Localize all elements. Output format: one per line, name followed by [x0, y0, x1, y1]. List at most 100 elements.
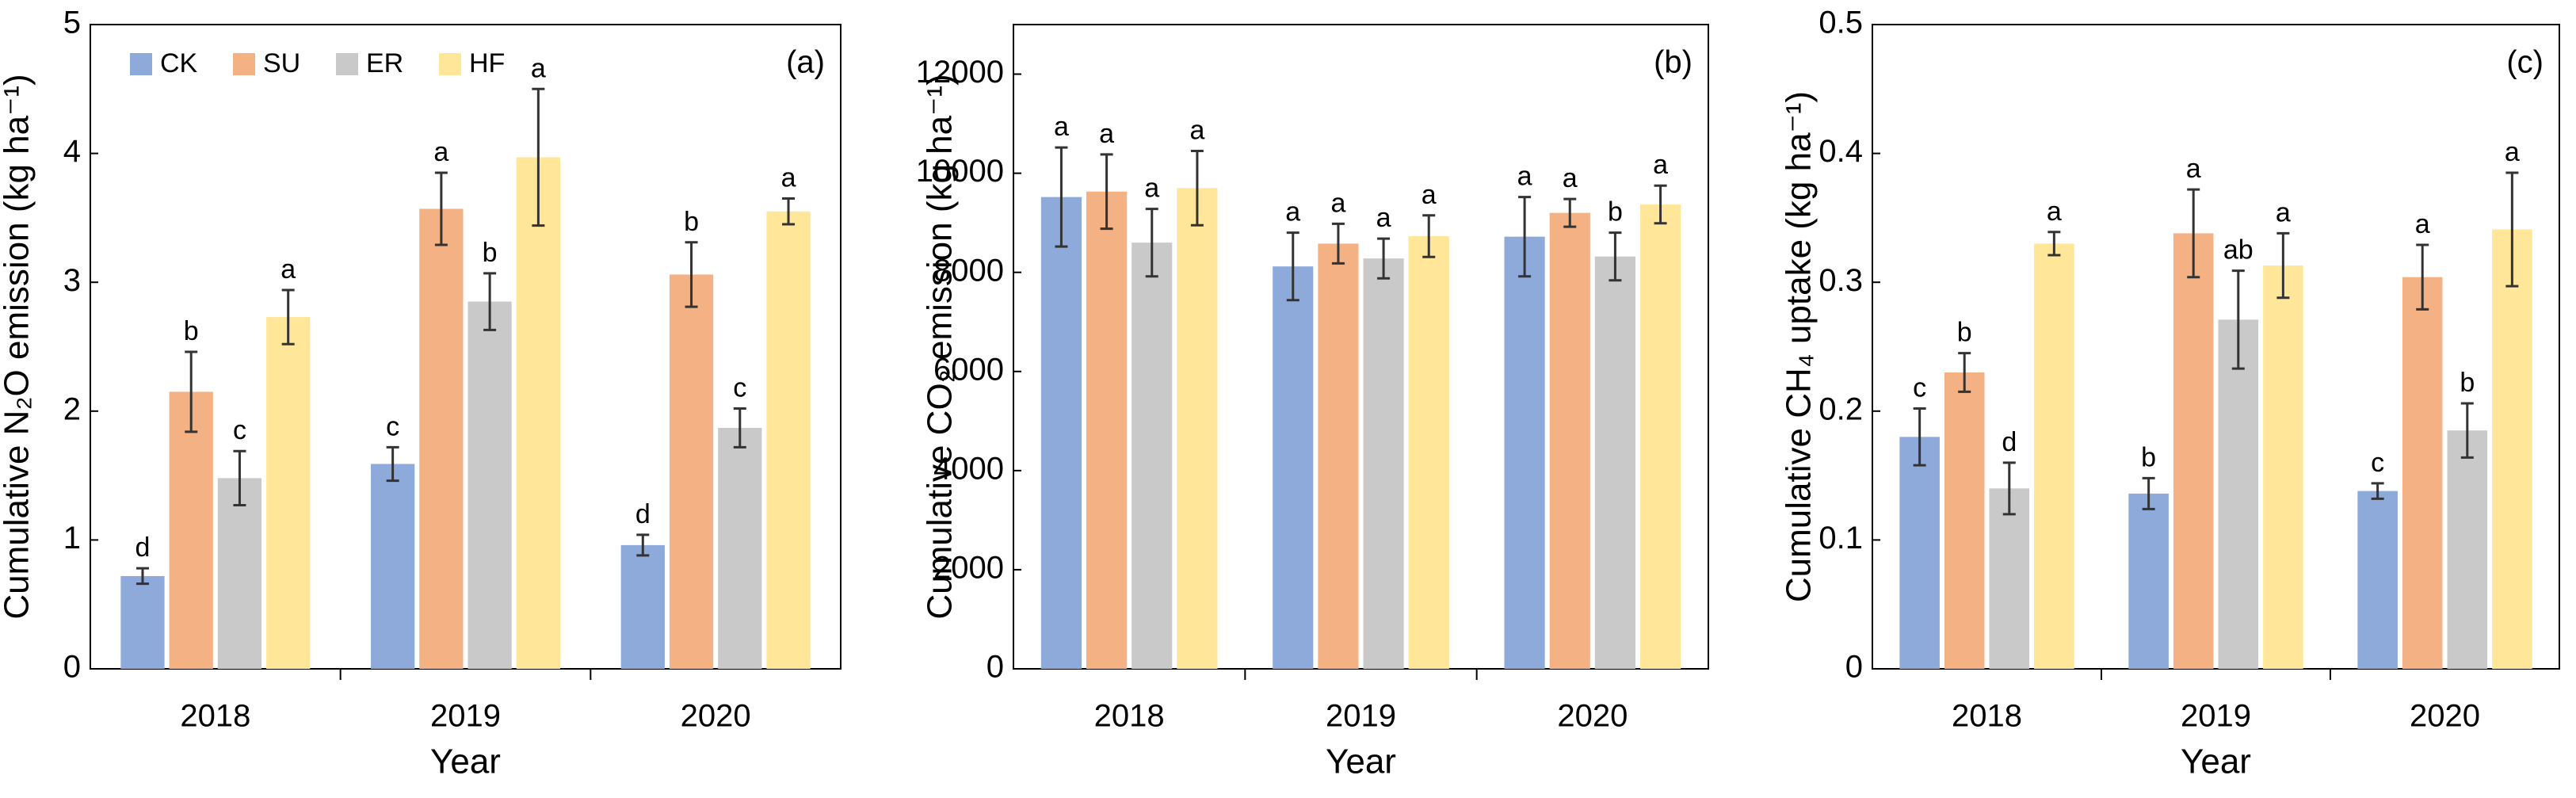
error-bar — [185, 350, 198, 433]
error-bar — [1145, 208, 1158, 278]
y-tick-label: 6000 — [933, 352, 1004, 387]
significance-letter: a — [531, 53, 546, 83]
y-axis-title: Cumulative CO₂ emission (kg ha⁻¹) — [921, 74, 960, 619]
error-bar — [1958, 352, 1971, 393]
bar — [2173, 233, 2214, 669]
legend-label: HF — [469, 48, 505, 78]
y-tick-label: 4 — [63, 134, 81, 169]
significance-letter: a — [280, 254, 296, 284]
significance-letter: a — [1285, 197, 1300, 227]
significance-letter: c — [386, 411, 399, 441]
legend-swatch — [233, 53, 255, 75]
significance-letter: a — [2186, 154, 2201, 184]
y-tick-label: 2000 — [933, 550, 1004, 585]
error-bar — [2371, 482, 2384, 500]
bar — [1594, 256, 1635, 669]
plot-frame — [90, 24, 841, 670]
bar — [2447, 430, 2488, 669]
error-bar — [1377, 237, 1391, 280]
bar — [1177, 188, 1218, 669]
error-bar — [1518, 196, 1532, 278]
y-tick-label: 12000 — [916, 55, 1004, 90]
error-bar — [135, 567, 149, 586]
significance-letter: a — [781, 162, 796, 193]
error-bar — [2276, 231, 2290, 300]
significance-letter: a — [1330, 188, 1345, 218]
y-tick-label: 0 — [1845, 650, 1863, 685]
error-bar — [2416, 243, 2429, 311]
y-tick-label: 0.3 — [1818, 263, 1863, 298]
x-axis-title: Year — [1326, 743, 1396, 781]
significance-letter: a — [2276, 197, 2291, 227]
legend-label: SU — [263, 48, 300, 78]
significance-letter: a — [1517, 162, 1532, 192]
error-bar — [1654, 184, 1667, 225]
bar — [266, 317, 311, 669]
bar — [2357, 491, 2398, 669]
error-bar — [733, 407, 746, 449]
error-bar — [636, 533, 650, 557]
y-tick-label: 0.1 — [1818, 521, 1863, 556]
significance-letter: a — [1422, 180, 1437, 210]
error-bar — [1055, 146, 1068, 248]
y-axis-title: Cumulative CH₄ uptake (kg ha⁻¹) — [1780, 91, 1818, 602]
significance-letter: b — [483, 238, 498, 268]
significance-letter: a — [433, 137, 448, 167]
bar — [120, 575, 165, 669]
x-tick-label: 2018 — [1094, 699, 1165, 734]
plot-frame — [1013, 24, 1709, 670]
error-bar — [1609, 231, 1622, 282]
significance-letter: d — [135, 533, 151, 563]
legend-swatch — [130, 53, 152, 75]
error-bar — [2460, 402, 2474, 459]
y-tick-label: 3 — [63, 263, 81, 298]
y-axis-title: Cumulative N₂O emission (kg ha⁻¹) — [0, 74, 36, 619]
x-tick-label: 2018 — [1952, 699, 2022, 734]
legend-label: ER — [366, 48, 403, 78]
error-bar — [2187, 188, 2200, 279]
significance-letter: c — [233, 415, 246, 445]
significance-letter: c — [2371, 448, 2384, 478]
error-bar — [434, 171, 448, 246]
y-tick-label: 5 — [63, 6, 81, 40]
bar — [2402, 277, 2443, 669]
significance-letter: b — [1957, 318, 1972, 348]
significance-letter: a — [1376, 203, 1391, 233]
error-bar — [1422, 214, 1436, 258]
x-tick-label: 2019 — [1326, 699, 1396, 734]
error-bar — [1563, 197, 1577, 228]
significance-letter: a — [2047, 197, 2062, 227]
bar — [1549, 212, 1590, 670]
error-bar — [1286, 231, 1299, 302]
bar — [2034, 243, 2074, 669]
error-bar — [386, 445, 399, 483]
error-bar — [1100, 153, 1113, 231]
significance-letter: a — [1653, 150, 1668, 180]
significance-letter: b — [1608, 197, 1623, 227]
y-tick-label: 10000 — [916, 154, 1004, 189]
y-tick-label: 4000 — [933, 451, 1004, 486]
y-tick-label: 1 — [63, 521, 81, 556]
significance-letter: a — [1189, 115, 1204, 145]
bar — [1363, 258, 1404, 670]
bar — [1132, 242, 1173, 670]
panel-label: (c) — [2506, 45, 2544, 80]
legend-swatch — [336, 53, 358, 75]
bar — [718, 427, 762, 669]
bar — [516, 157, 560, 669]
bar — [371, 464, 415, 669]
error-bar — [1913, 407, 1926, 467]
significance-letter: a — [1563, 163, 1578, 193]
significance-letter: b — [184, 316, 199, 346]
x-tick-label: 2019 — [430, 699, 501, 734]
significance-letter: ab — [2223, 235, 2254, 265]
significance-letter: a — [1144, 174, 1159, 204]
bar — [419, 208, 464, 669]
significance-letter: a — [1054, 112, 1069, 142]
error-bar — [1190, 149, 1204, 227]
bar — [766, 211, 811, 669]
bar — [1273, 266, 1314, 669]
x-tick-label: 2018 — [180, 699, 250, 734]
error-bar — [233, 449, 246, 506]
